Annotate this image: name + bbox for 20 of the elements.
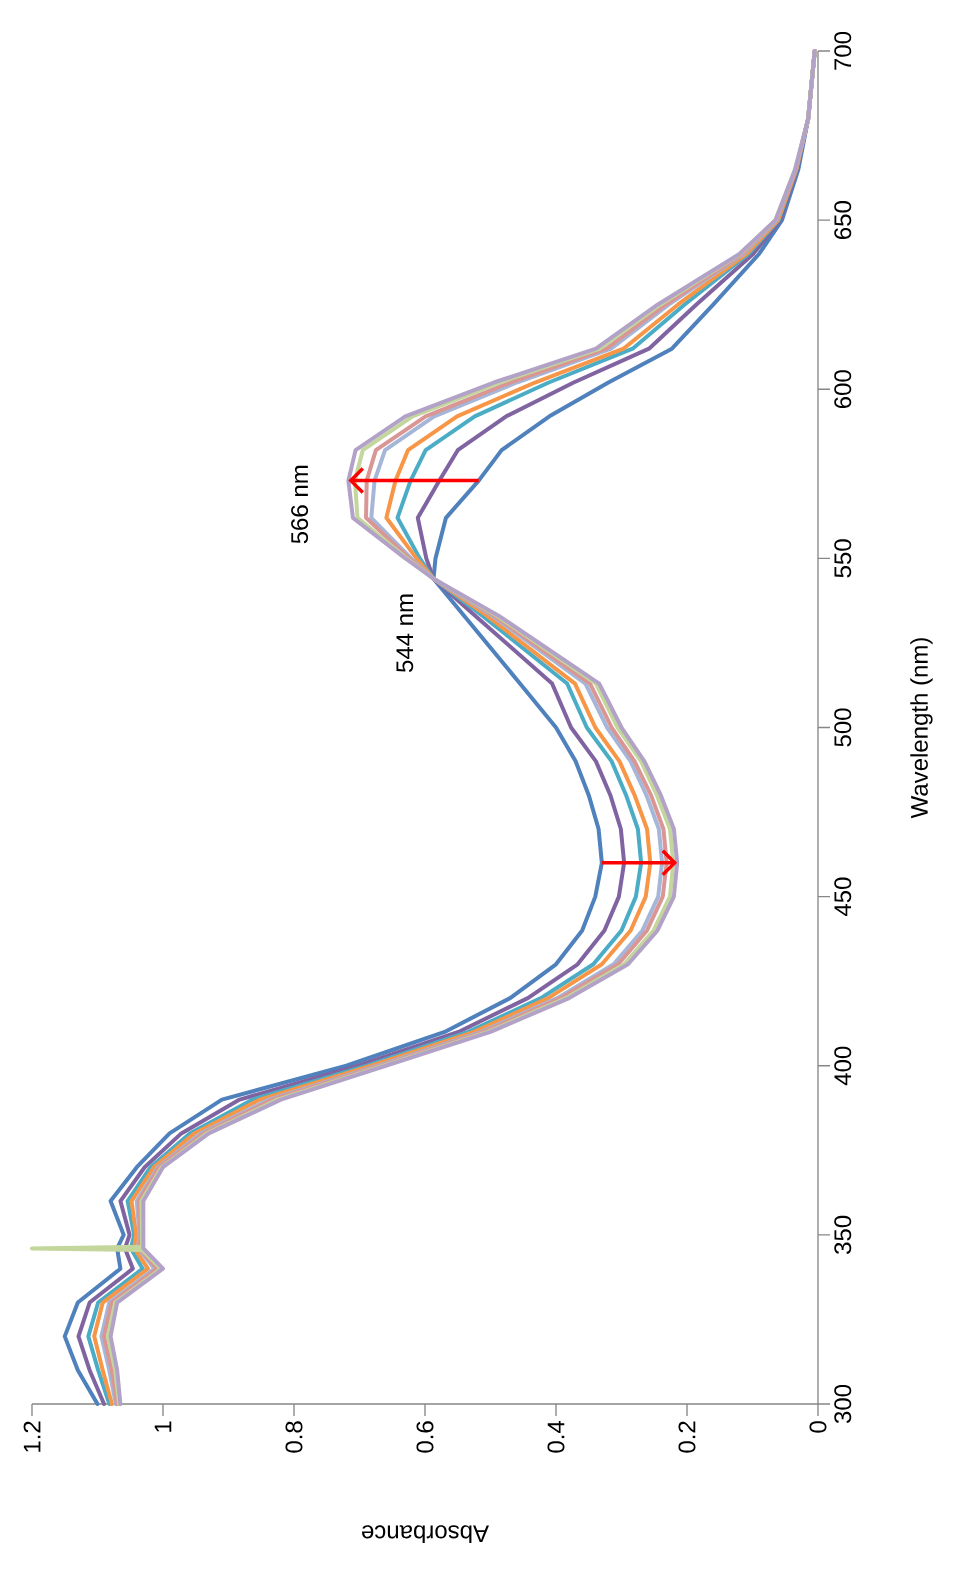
- x-tick-label: 1: [154, 1421, 172, 1432]
- y-tick-label: 550: [834, 539, 852, 578]
- y-tick-label: 500: [834, 708, 852, 747]
- y-tick-label: 450: [834, 877, 852, 917]
- x-tick-label: 1.2: [23, 1421, 41, 1452]
- x-tick-label: 0.2: [678, 1421, 696, 1453]
- y-axis-title: Wavelength (nm): [910, 638, 933, 819]
- x-tick-label: 0: [809, 1421, 827, 1433]
- x-axis-title: Absorbance: [362, 1525, 489, 1543]
- annotation: 544 nm: [396, 594, 414, 673]
- x-tick-label: 0.4: [547, 1420, 565, 1453]
- x-tick-label: 0.6: [416, 1421, 434, 1453]
- y-tick-label: 400: [834, 1046, 852, 1086]
- y-tick-label: 650: [834, 201, 852, 239]
- y-tick-label: 600: [834, 370, 852, 409]
- y-tick-label: 700: [834, 31, 852, 70]
- x-tick-label: 0.8: [285, 1421, 303, 1453]
- annotation: 566 nm: [291, 465, 309, 544]
- y-tick-label: 350: [834, 1215, 852, 1254]
- y-tick-label: 300: [834, 1384, 852, 1424]
